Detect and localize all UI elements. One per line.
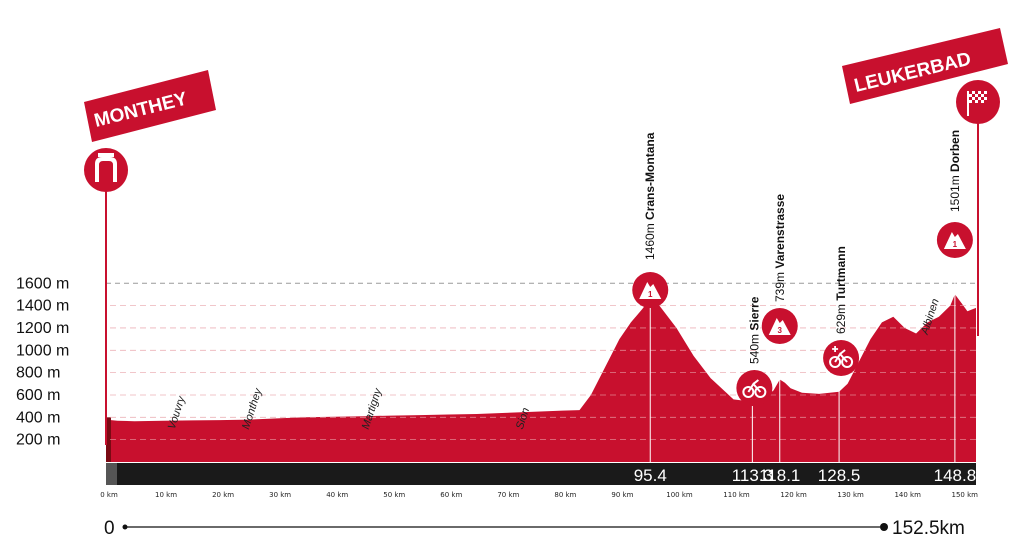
x-tick-label: 100 km: [666, 491, 693, 499]
km-bar: [106, 463, 976, 485]
x-axis-bar: [106, 463, 976, 485]
elevation-area: [106, 294, 976, 462]
climb-name-label: 1501m Dorben: [948, 130, 962, 212]
km-marker-label: 113.3: [732, 466, 773, 485]
mountain-cat-3-icon: 3: [761, 308, 798, 344]
x-tick-label: 40 km: [326, 491, 348, 499]
x-tick-label: 50 km: [383, 491, 405, 499]
finish-banner-shape: [842, 28, 1008, 104]
y-tick-label: 600 m: [16, 387, 60, 404]
svg-text:1: 1: [953, 240, 958, 249]
checkered-flag-icon: [956, 80, 1000, 336]
distance-start-label: 0: [104, 518, 115, 539]
km-marker-label: 128.5: [818, 466, 861, 485]
x-tick-label: 140 km: [894, 491, 921, 499]
x-tick-label: 30 km: [269, 491, 291, 499]
climb-name-label: 1460m Crans-Montana: [643, 132, 657, 260]
y-tick-label: 1600 m: [16, 275, 69, 292]
markers-layer: 1 1460m Crans-Montana 95.4 3 739m Varenstras…: [632, 130, 976, 485]
mountain-cat-1-icon: 1: [936, 222, 973, 258]
grid-layer: [106, 282, 976, 441]
distance-start-dot: [122, 524, 128, 530]
start-gate-glyph: [95, 157, 117, 182]
y-tick-label: 1200 m: [16, 320, 69, 337]
y-tick-label: 400 m: [16, 409, 60, 426]
x-axis-ticks: 0 km 10 km 20 km 30 km 40 km 50 km 60 km 70 km 8…: [100, 491, 978, 499]
y-tick-label: 200 m: [16, 432, 60, 449]
km-marker-label: 148.8: [934, 466, 977, 485]
x-tick-label: 150 km: [952, 491, 979, 499]
climb-name-label: 629m Turtmann: [834, 246, 848, 334]
distance-end-dot: [880, 523, 888, 531]
x-tick-label: 60 km: [440, 491, 462, 499]
start-banner-shape: [84, 70, 216, 142]
km-marker-label: 95.4: [634, 466, 667, 485]
distance-end-label: 152.5km: [892, 518, 965, 539]
y-tick-label: 800 m: [16, 365, 60, 382]
svg-text:1: 1: [648, 290, 653, 299]
x-tick-label: 0 km: [100, 491, 118, 499]
profile-layer: [106, 294, 976, 462]
svg-text:3: 3: [778, 326, 783, 335]
intermediate-sprint-icon: [736, 370, 773, 406]
start-banner: MONTHEY: [84, 70, 216, 142]
start-gate-top: [98, 153, 114, 157]
x-tick-label: 70 km: [497, 491, 519, 499]
bonus-sprint-icon: [823, 340, 860, 376]
km-bar-start: [106, 463, 117, 485]
flag-checks: [969, 91, 987, 103]
x-tick-label: 90 km: [611, 491, 633, 499]
mountain-cat-1-icon: 1: [632, 272, 669, 308]
climb-name-label: 540m Sierre: [747, 296, 761, 364]
y-tick-label: 1000 m: [16, 342, 69, 359]
start-segment: [106, 417, 111, 462]
x-tick-label: 10 km: [155, 491, 177, 499]
x-tick-label: 80 km: [554, 491, 576, 499]
x-tick-label: 20 km: [212, 491, 234, 499]
y-tick-label: 1400 m: [16, 298, 69, 315]
km-marker-label: 118.1: [759, 466, 800, 485]
climb-name-label: 739m Varenstrasse: [773, 194, 787, 302]
x-tick-label: 130 km: [837, 491, 864, 499]
x-tick-label: 110 km: [723, 491, 750, 499]
x-tick-label: 120 km: [780, 491, 807, 499]
y-axis-labels: 200 m 400 m 600 m 800 m 1000 m 1200 m 1400 m 16…: [16, 275, 69, 448]
start-gate-icon: [84, 148, 128, 445]
distance-bar: 0 152.5km: [104, 518, 965, 539]
